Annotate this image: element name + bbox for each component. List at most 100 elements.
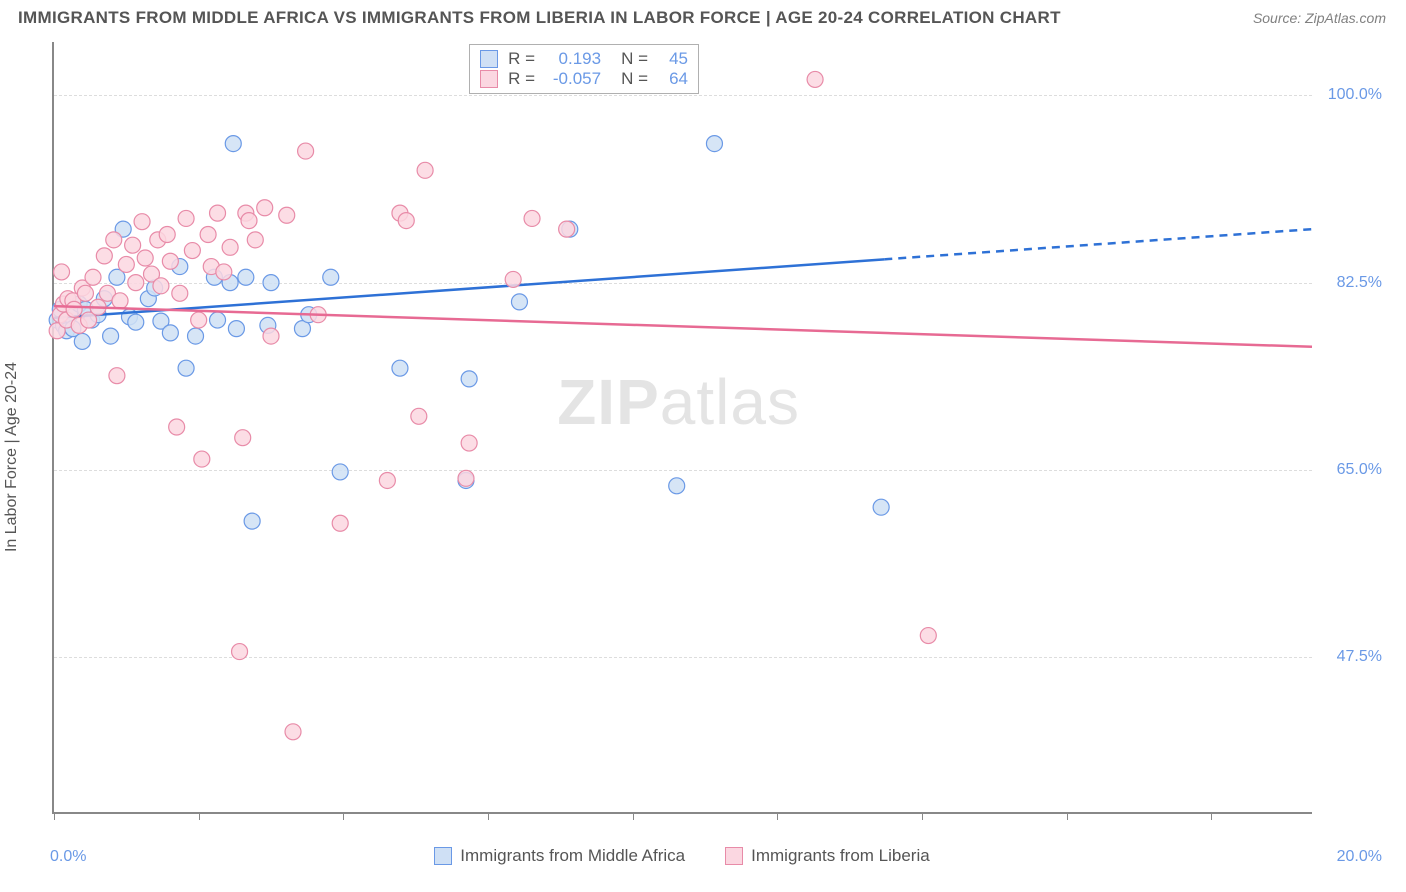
correlation-legend: R =0.193N =45R =-0.057N =64 (469, 44, 699, 94)
scatter-point (222, 239, 238, 255)
scatter-point (379, 472, 395, 488)
scatter-point (74, 333, 90, 349)
legend-item-series1: Immigrants from Middle Africa (434, 846, 685, 866)
scatter-point (511, 294, 527, 310)
legend-swatch-series1 (434, 847, 452, 865)
scatter-point (411, 408, 427, 424)
scatter-point (172, 285, 188, 301)
n-label: N = (621, 49, 648, 69)
scatter-point (169, 419, 185, 435)
correlation-legend-row: R = 0.193 N = 45 (480, 49, 688, 69)
scatter-point (178, 360, 194, 376)
source-label: Source: ZipAtlas.com (1253, 10, 1386, 26)
scatter-point (461, 435, 477, 451)
scatter-point (178, 210, 194, 226)
scatter-point (392, 360, 408, 376)
scatter-point (184, 243, 200, 259)
scatter-point (263, 328, 279, 344)
scatter-point (77, 285, 93, 301)
y-tick-label: 100.0% (1328, 86, 1382, 104)
scatter-point (920, 628, 936, 644)
y-tick-label: 65.0% (1337, 461, 1382, 479)
scatter-point (134, 214, 150, 230)
scatter-point (279, 207, 295, 223)
scatter-point (505, 271, 521, 287)
r-value: 0.193 (545, 49, 601, 69)
scatter-point (244, 513, 260, 529)
x-tick (54, 812, 55, 820)
x-tick (922, 812, 923, 820)
scatter-point (216, 264, 232, 280)
scatter-point (559, 221, 575, 237)
r-label: R = (508, 49, 535, 69)
scatter-point (66, 301, 82, 317)
bottom-legend: Immigrants from Middle Africa Immigrants… (52, 846, 1312, 866)
scatter-point (323, 269, 339, 285)
x-tick (199, 812, 200, 820)
scatter-point (85, 269, 101, 285)
legend-label-series2: Immigrants from Liberia (751, 846, 930, 866)
n-value: 45 (658, 49, 688, 69)
scatter-point (417, 162, 433, 178)
scatter-point (458, 470, 474, 486)
x-tick (488, 812, 489, 820)
scatter-point (238, 269, 254, 285)
scatter-point (162, 325, 178, 341)
n-value: 64 (658, 69, 688, 89)
scatter-point (159, 227, 175, 243)
n-label: N = (621, 69, 648, 89)
scatter-point (210, 312, 226, 328)
scatter-point (109, 368, 125, 384)
scatter-point (125, 237, 141, 253)
scatter-point (298, 143, 314, 159)
chart-title: IMMIGRANTS FROM MIDDLE AFRICA VS IMMIGRA… (18, 8, 1061, 28)
x-tick (343, 812, 344, 820)
scatter-point (128, 314, 144, 330)
scatter-point (228, 321, 244, 337)
scatter-point (194, 451, 210, 467)
legend-label-series1: Immigrants from Middle Africa (460, 846, 685, 866)
scatter-point (873, 499, 889, 515)
scatter-point (96, 248, 112, 264)
y-tick-label: 47.5% (1337, 648, 1382, 666)
legend-swatch-series2 (725, 847, 743, 865)
scatter-point (332, 464, 348, 480)
scatter-point (153, 278, 169, 294)
plot-svg (54, 42, 1312, 812)
scatter-point (807, 71, 823, 87)
scatter-point (332, 515, 348, 531)
scatter-point (461, 371, 477, 387)
scatter-point (398, 213, 414, 229)
scatter-point (235, 430, 251, 446)
scatter-point (285, 724, 301, 740)
scatter-point (210, 205, 226, 221)
scatter-point (118, 256, 134, 272)
x-tick (777, 812, 778, 820)
scatter-point (524, 210, 540, 226)
scatter-point (263, 275, 279, 291)
scatter-point (191, 312, 207, 328)
scatter-point (669, 478, 685, 494)
x-tick-label-max: 20.0% (1337, 848, 1382, 866)
scatter-point (54, 264, 70, 280)
plot-area: ZIPatlas 47.5%65.0%82.5%100.0%0.0%20.0%R… (52, 42, 1312, 814)
scatter-point (103, 328, 119, 344)
scatter-point (225, 136, 241, 152)
trend-line-dashed (884, 229, 1312, 259)
scatter-point (232, 644, 248, 660)
scatter-point (241, 213, 257, 229)
y-axis-label: In Labor Force | Age 20-24 (3, 362, 21, 552)
scatter-point (200, 227, 216, 243)
legend-swatch (480, 50, 498, 68)
r-label: R = (508, 69, 535, 89)
header: IMMIGRANTS FROM MIDDLE AFRICA VS IMMIGRA… (0, 0, 1406, 32)
scatter-point (112, 293, 128, 309)
x-tick (1211, 812, 1212, 820)
scatter-point (162, 253, 178, 269)
scatter-point (188, 328, 204, 344)
x-tick (633, 812, 634, 820)
y-tick-label: 82.5% (1337, 274, 1382, 292)
correlation-legend-row: R =-0.057N =64 (480, 69, 688, 89)
scatter-point (128, 275, 144, 291)
legend-swatch (480, 70, 498, 88)
